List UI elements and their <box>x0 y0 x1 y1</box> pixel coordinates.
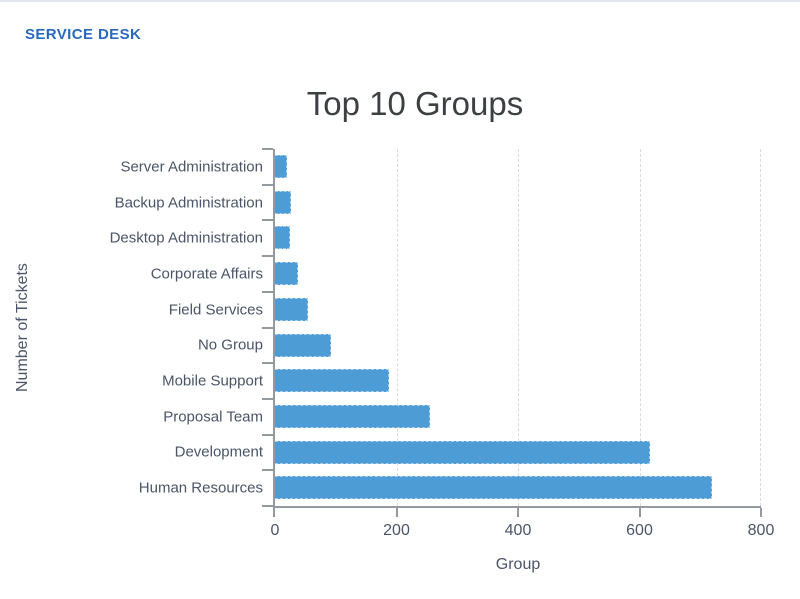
category-label: Proposal Team <box>163 408 263 426</box>
bar-row: Corporate Affairs <box>151 256 761 292</box>
bar-proposal-team[interactable] <box>275 404 430 428</box>
y-axis-tick <box>262 183 273 186</box>
x-tick-label: 200 <box>383 522 410 539</box>
bar-row: Backup Administration <box>115 185 761 221</box>
x-axis-tick <box>517 508 519 517</box>
x-axis-tick <box>638 508 641 517</box>
bar-row: Desktop Administration <box>110 220 761 256</box>
category-label: Server Administration <box>120 158 263 176</box>
gridline-800 <box>760 149 761 506</box>
bar-row: No Group <box>198 328 761 364</box>
x-axis-tick <box>760 508 762 517</box>
bar-desktop-administration[interactable] <box>275 226 290 250</box>
y-axis-tick <box>262 255 273 258</box>
bar-row: Development <box>175 435 761 471</box>
gridline-400 <box>518 149 519 506</box>
category-label: Backup Administration <box>114 194 263 212</box>
bar-row: Mobile Support <box>162 363 761 399</box>
bar-row: Server Administration <box>120 149 761 185</box>
y-axis-title: Number of Tickets <box>14 263 31 392</box>
bar-field-services[interactable] <box>275 297 309 321</box>
category-label: Mobile Support <box>162 372 263 390</box>
category-label: Development <box>174 443 263 461</box>
x-tick-label: 0 <box>270 522 280 539</box>
bar-no-group[interactable] <box>275 333 331 357</box>
bar-corporate-affairs[interactable] <box>275 262 299 286</box>
plot-area: Group Server Administration Backup Admini… <box>110 148 774 573</box>
bar-row: Proposal Team <box>163 399 761 435</box>
x-axis-tick <box>395 508 398 517</box>
x-tick-label: 800 <box>747 522 775 539</box>
bar-human-resources[interactable] <box>275 476 712 500</box>
gridline-200 <box>396 149 398 506</box>
category-label: Field Services <box>168 301 263 319</box>
y-axis-tick <box>262 433 273 436</box>
x-axis-tick <box>273 508 275 517</box>
bar-server-administration[interactable] <box>275 155 288 178</box>
bar-row: Field Services <box>169 292 761 328</box>
chart-title: Top 10 Groups <box>306 85 524 122</box>
y-axis-tick <box>262 148 273 150</box>
y-axis-tick <box>262 362 273 365</box>
bar-mobile-support[interactable] <box>275 369 390 393</box>
app-header-title: SERVICE DESK <box>25 26 142 43</box>
bar-development[interactable] <box>275 440 651 464</box>
gridline-600 <box>639 149 641 506</box>
y-axis-tick <box>262 469 273 472</box>
bar-backup-administration[interactable] <box>275 190 291 214</box>
y-axis-tick <box>262 219 273 222</box>
y-axis-tick <box>262 505 273 507</box>
bar-row: Human Resources <box>139 470 761 506</box>
category-label: No Group <box>197 336 263 354</box>
x-tick-label: 600 <box>626 522 653 539</box>
category-label: Human Resources <box>138 479 263 497</box>
y-axis-tick <box>262 397 273 400</box>
y-axis-tick <box>262 326 273 329</box>
y-axis-tick <box>262 290 273 293</box>
x-axis-title: Group <box>495 556 541 573</box>
x-tick-label: 400 <box>504 522 532 539</box>
category-label: Corporate Affairs <box>150 265 263 283</box>
category-label: Desktop Administration <box>109 229 263 247</box>
